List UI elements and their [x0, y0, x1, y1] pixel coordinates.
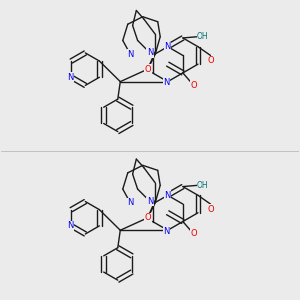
- Text: O: O: [144, 65, 151, 74]
- Text: N: N: [163, 78, 170, 87]
- Text: N: N: [147, 197, 153, 206]
- Text: N: N: [164, 42, 171, 51]
- Text: O: O: [144, 213, 151, 222]
- Text: OH: OH: [197, 32, 208, 41]
- Text: N: N: [67, 221, 73, 230]
- Text: N: N: [127, 50, 134, 59]
- Text: O: O: [207, 56, 214, 65]
- Text: O: O: [190, 229, 197, 238]
- Text: OH: OH: [197, 181, 208, 190]
- Text: O: O: [190, 81, 197, 90]
- Text: O: O: [207, 205, 214, 214]
- Text: N: N: [163, 227, 170, 236]
- Text: N: N: [67, 73, 73, 82]
- Text: N: N: [127, 198, 134, 207]
- Text: N: N: [147, 48, 153, 57]
- Text: N: N: [164, 191, 171, 200]
